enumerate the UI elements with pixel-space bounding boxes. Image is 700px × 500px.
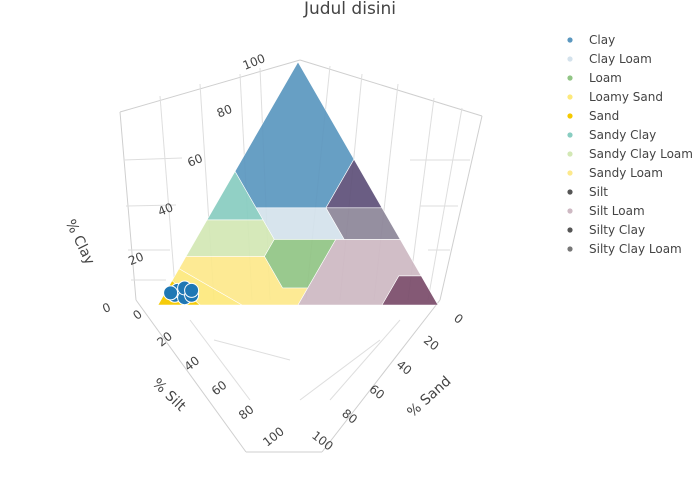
legend-marker-silty-clay-loam: [567, 246, 573, 252]
frame-line-1: [299, 59, 483, 117]
legend-marker-sandy-loam: [567, 170, 573, 176]
clay-axis-title: % Clay: [62, 217, 98, 267]
soil-regions: [157, 61, 439, 306]
sand-tick-100: 100: [309, 428, 336, 453]
legend-label-silt: Silt: [589, 185, 608, 199]
legend-label-silty-clay: Silty Clay: [589, 223, 645, 237]
clay-tick-100: 100: [241, 51, 267, 73]
legend-marker-sand: [567, 113, 573, 119]
sand-tick-80: 80: [339, 406, 360, 426]
legend-marker-sandy-clay-loam: [567, 151, 573, 157]
frame-line-0: [119, 59, 301, 113]
sand-axis-title: % Sand: [404, 373, 454, 420]
clay-tick-0: 0: [100, 300, 112, 316]
clay-tick-60: 60: [185, 151, 204, 170]
legend-label-sandy-loam: Sandy Loam: [589, 166, 663, 180]
silt-tick-80: 80: [236, 402, 257, 422]
legend-label-loamy-sand: Loamy Sand: [589, 90, 663, 104]
clay-tick-80: 80: [215, 102, 234, 121]
grid-line-19: [299, 339, 381, 401]
legend-marker-silt-loam: [567, 208, 573, 214]
legend-marker-clay-loam: [567, 56, 573, 62]
grid-line-18: [329, 319, 401, 401]
region-sandy-clay-loam: [185, 219, 275, 257]
frame-line-4: [135, 299, 247, 453]
chart-title: Judul disini: [303, 0, 396, 19]
clay-tick-20: 20: [126, 249, 145, 268]
sand-tick-20: 20: [421, 333, 442, 353]
data-point-4: [163, 285, 179, 301]
legend-label-sandy-clay: Sandy Clay: [589, 128, 656, 142]
frame-line-3: [439, 115, 483, 301]
grid-line-9: [123, 157, 183, 161]
data-points: [163, 280, 200, 306]
legend-label-sand: Sand: [589, 109, 619, 123]
sand-tick-40: 40: [394, 357, 415, 377]
legend-marker-loamy-sand: [567, 94, 573, 100]
data-point-7: [184, 282, 200, 298]
legend-label-clay: Clay: [589, 33, 615, 47]
legend-label-sandy-clay-loam: Sandy Clay Loam: [589, 147, 693, 161]
legend-label-loam: Loam: [589, 71, 622, 85]
grid-line-17: [213, 339, 291, 361]
region-clay: [234, 61, 355, 209]
silt-axis-title: % Silt: [149, 376, 189, 416]
grid-line-8: [427, 107, 463, 301]
legend-marker-sandy-clay: [567, 132, 573, 138]
legend-marker-clay: [567, 37, 573, 43]
legend-marker-loam: [567, 75, 573, 81]
legend-marker-silty-clay: [567, 227, 573, 233]
legend-label-clay-loam: Clay Loam: [589, 52, 652, 66]
silt-tick-20: 20: [154, 329, 175, 349]
legend-label-silt-loam: Silt Loam: [589, 204, 645, 218]
region-silty-clay-loam: [325, 207, 401, 240]
legend-label-silty-clay-loam: Silty Clay Loam: [589, 242, 682, 256]
sand-tick-0: 0: [451, 311, 466, 327]
grid-line-16: [189, 319, 251, 401]
silt-tick-60: 60: [209, 378, 230, 398]
grid-line-0: [159, 95, 177, 301]
legend: Clay Clay Loam Loam Loamy Sand Sand Sandy Cla…: [567, 33, 693, 256]
clay-tick-40: 40: [156, 200, 175, 219]
silt-tick-40: 40: [182, 353, 203, 373]
silt-tick-100: 100: [260, 424, 287, 449]
legend-marker-silt: [567, 189, 573, 195]
sand-tick-60: 60: [367, 382, 388, 402]
frame-line-5: [321, 299, 441, 453]
grid-line-10: [125, 204, 177, 207]
